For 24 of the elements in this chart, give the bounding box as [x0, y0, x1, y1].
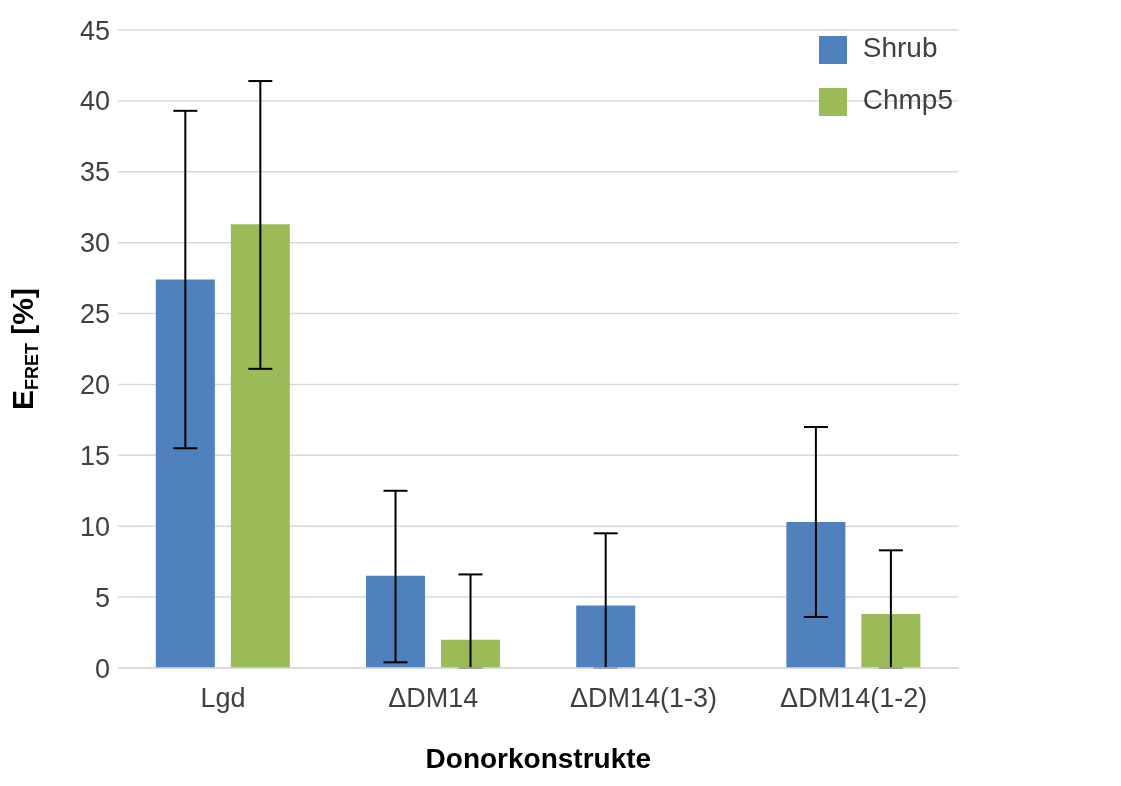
legend-label: Shrub [862, 32, 938, 63]
bar [861, 614, 921, 668]
bar [786, 521, 846, 668]
y-tick-label: 20 [79, 370, 110, 401]
bar [230, 224, 290, 668]
bar [366, 575, 426, 668]
bar [576, 605, 636, 668]
x-tick-label: ΔDM14(1-3) [569, 683, 717, 714]
y-tick-label: 0 [94, 653, 110, 684]
x-axis-title: Donorkonstrukte [425, 743, 652, 774]
y-tick-label: 45 [79, 15, 110, 46]
x-tick-label: Lgd [200, 683, 246, 714]
x-tick-label: ΔDM14 [388, 683, 479, 714]
bar [441, 639, 501, 668]
y-tick-label: 35 [79, 157, 110, 188]
y-tick-label: 40 [79, 86, 110, 117]
y-tick-label: 5 [94, 582, 110, 613]
y-tick-label: 25 [79, 299, 110, 330]
y-tick-label: 30 [79, 228, 110, 259]
y-tick-label: 10 [79, 511, 110, 542]
bar [155, 279, 215, 668]
x-tick-label: ΔDM14(1-2) [780, 683, 928, 714]
y-tick-label: 15 [79, 440, 110, 471]
legend-label: Chmp5 [862, 84, 953, 115]
